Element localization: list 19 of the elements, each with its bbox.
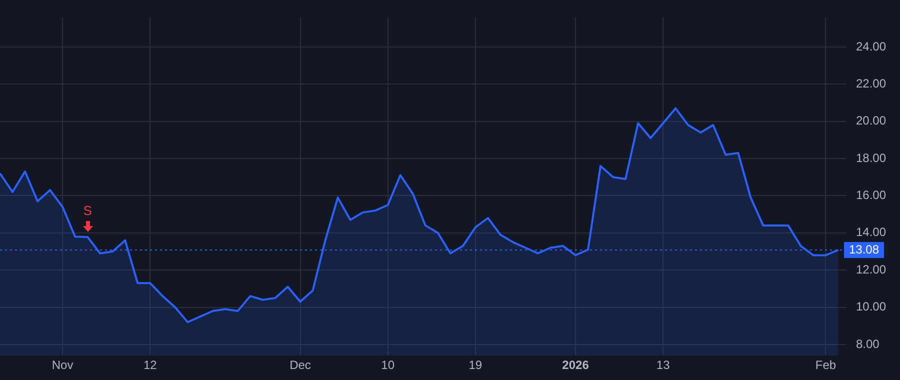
- y-tick-label: 16.00: [856, 188, 886, 202]
- x-tick-label: Dec: [290, 358, 311, 372]
- x-tick-label: Nov: [52, 358, 74, 372]
- ref-line-label: 13.08: [849, 242, 880, 256]
- y-tick-label: 8.00: [856, 336, 880, 351]
- annotation: S: [83, 203, 92, 218]
- y-tick-label: 18.00: [856, 150, 886, 165]
- x-tick-label: 2026: [562, 358, 590, 372]
- y-tick-label: 10.00: [856, 300, 886, 314]
- x-tick-label: 12: [143, 358, 158, 372]
- y-tick-label: 24.00: [856, 39, 886, 54]
- y-tick-label: 22.00: [856, 76, 886, 90]
- y-tick-label: 20.00: [856, 114, 886, 128]
- x-tick-label: 13: [656, 358, 670, 372]
- x-tick-label: 10: [381, 358, 395, 372]
- x-tick-label: Feb: [815, 358, 836, 372]
- y-tick-label: 12.00: [856, 262, 886, 276]
- x-tick-label: 19: [468, 358, 482, 372]
- y-tick-label: 14.00: [856, 225, 886, 240]
